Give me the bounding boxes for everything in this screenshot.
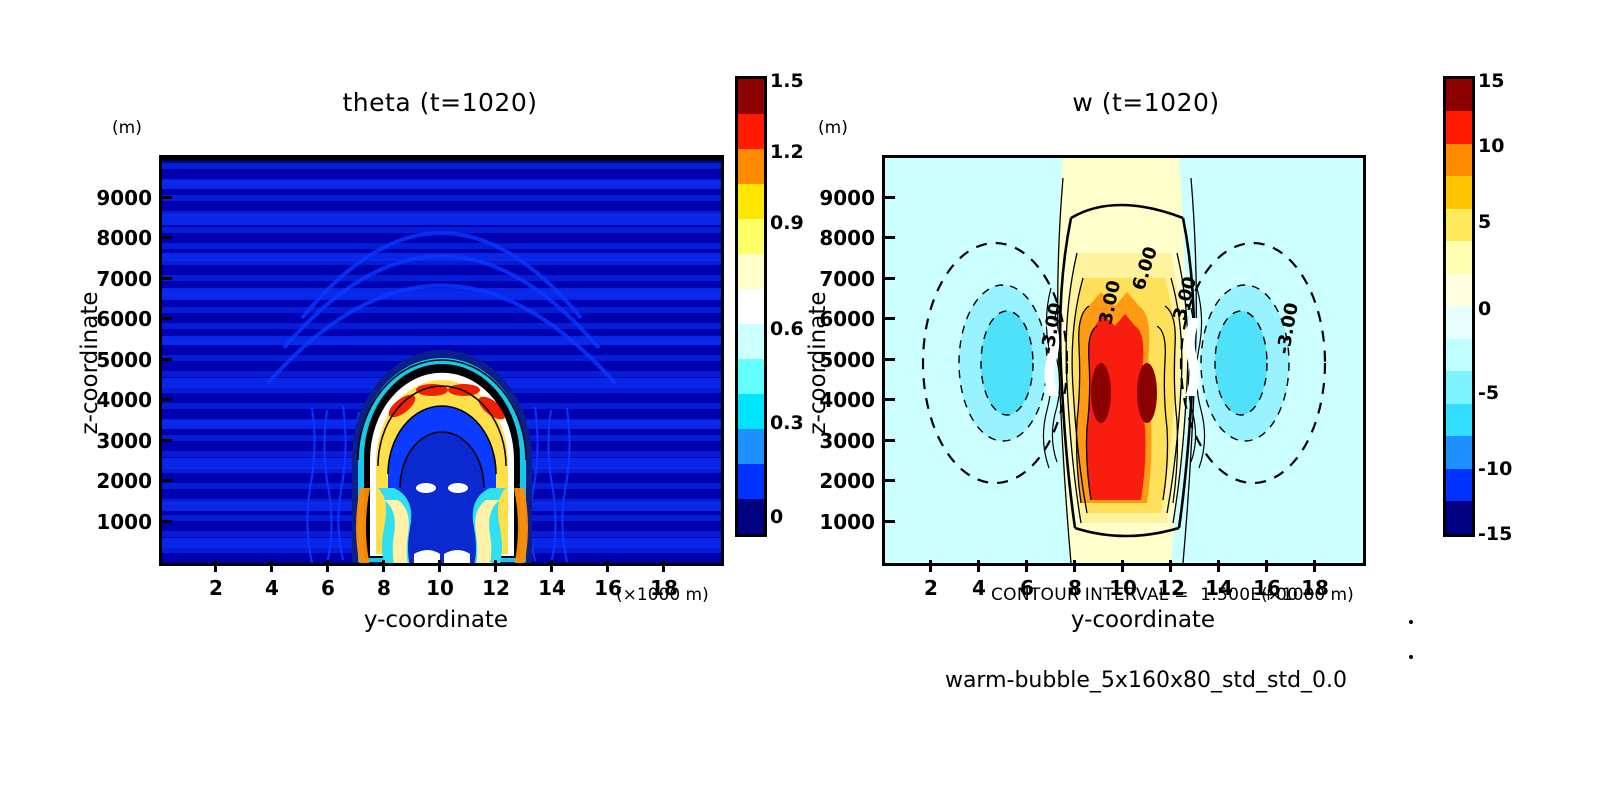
- w-xtick-6: 6: [1020, 576, 1034, 600]
- cb-w-seg-1: [1446, 111, 1472, 144]
- w-plot-area[interactable]: [882, 155, 1366, 566]
- w-contour-interval-note: CONTOUR INTERVAL = 1.500E+00: [991, 585, 1299, 605]
- figure-caption: warm-bubble_5x160x80_std_std_0.0: [944, 668, 1348, 693]
- theta-ytick-8000: 8000: [96, 226, 152, 250]
- cb-w-tick-10: 10: [1478, 135, 1505, 157]
- theta-xtick-14: 14: [538, 576, 566, 600]
- cb-theta-seg-1: [738, 114, 764, 150]
- cb-w-tick-0: 0: [1478, 298, 1492, 320]
- cb-w-seg-2: [1446, 143, 1472, 177]
- theta-ytick-3000: 3000: [96, 429, 152, 453]
- theta-xtick-6: 6: [321, 576, 335, 600]
- cb-theta-tick-0p3: 0.3: [770, 412, 804, 434]
- theta-xtick-12: 12: [482, 576, 510, 600]
- cb-w-seg-8: [1446, 338, 1472, 372]
- w-xtick-10: 10: [1109, 576, 1137, 600]
- theta-panel-title: theta (t=1020): [342, 88, 538, 117]
- cb-w-tick-15: 15: [1478, 70, 1505, 92]
- theta-ytick-9000: 9000: [96, 186, 152, 210]
- w-xaxis-label: y-coordinate: [1070, 607, 1216, 633]
- stray-dot-lower: [1409, 655, 1413, 659]
- cb-theta-seg-4: [738, 219, 764, 255]
- cb-w-seg-12: [1446, 468, 1472, 502]
- w-ytick-3000: 3000: [819, 429, 875, 453]
- cb-w-seg-9: [1446, 371, 1472, 404]
- w-contour-field: [885, 158, 1363, 563]
- theta-top-edge: [162, 158, 721, 161]
- cb-theta-seg-9: [738, 394, 764, 430]
- w-colorbar[interactable]: [1443, 76, 1475, 537]
- cb-theta-seg-10: [738, 429, 764, 465]
- cb-w-seg-6: [1446, 273, 1472, 307]
- cb-w-seg-5: [1446, 241, 1472, 274]
- w-ytick-1000: 1000: [819, 510, 875, 534]
- theta-xtick-2: 2: [209, 576, 223, 600]
- theta-xtick-18: 18: [650, 576, 678, 600]
- theta-xtick-4: 4: [265, 576, 279, 600]
- cb-w-seg-3: [1446, 176, 1472, 209]
- theta-ytick-1000: 1000: [96, 510, 152, 534]
- w-ytick-8000: 8000: [819, 226, 875, 250]
- theta-xtick-16: 16: [594, 576, 622, 600]
- cb-theta-seg-7: [738, 324, 764, 360]
- w-xaxis-unit: (×1000 m): [1261, 585, 1354, 605]
- cb-theta-tick-0p6: 0.6: [770, 318, 804, 340]
- cb-w-tick-neg5: -5: [1478, 382, 1500, 404]
- cb-theta-seg-2: [738, 149, 764, 185]
- w-xtick-14: 14: [1205, 576, 1233, 600]
- cb-theta-seg-8: [738, 359, 764, 395]
- w-yaxis-unit: (m): [818, 118, 848, 138]
- theta-xaxis-unit: (×1000 m): [616, 585, 709, 605]
- cb-w-seg-11: [1446, 436, 1472, 469]
- cb-theta-seg-12: [738, 499, 764, 534]
- cb-theta-tick-0: 0: [770, 506, 784, 528]
- theta-ytick-5000: 5000: [96, 348, 152, 372]
- w-xtick-12: 12: [1157, 576, 1185, 600]
- cb-theta-tick-1p5: 1.5: [770, 70, 804, 92]
- cb-w-tick-5: 5: [1478, 211, 1492, 233]
- w-ytick-9000: 9000: [819, 186, 875, 210]
- cb-w-seg-10: [1446, 403, 1472, 437]
- stray-dot-upper: [1409, 620, 1413, 624]
- theta-xtick-8: 8: [377, 576, 391, 600]
- w-yaxis-label: z-coordinate: [805, 291, 831, 435]
- w-ytick-5000: 5000: [819, 348, 875, 372]
- w-xtick-4: 4: [972, 576, 986, 600]
- w-xtick-18: 18: [1301, 576, 1329, 600]
- theta-ytick-6000: 6000: [96, 307, 152, 331]
- cb-theta-seg-11: [738, 464, 764, 500]
- cb-theta-seg-6: [738, 289, 764, 325]
- w-panel-title: w (t=1020): [1072, 88, 1220, 117]
- w-ytick-7000: 7000: [819, 267, 875, 291]
- theta-plot-area[interactable]: [159, 155, 724, 566]
- theta-yaxis-label: z-coordinate: [77, 291, 103, 435]
- theta-xtick-10: 10: [426, 576, 454, 600]
- theta-yaxis-unit: (m): [112, 118, 142, 138]
- w-ytick-6000: 6000: [819, 307, 875, 331]
- theta-xaxis-label: y-coordinate: [363, 607, 509, 633]
- w-ytick-2000: 2000: [819, 469, 875, 493]
- w-ytick-4000: 4000: [819, 388, 875, 412]
- cb-w-tick-neg15: -15: [1478, 523, 1513, 545]
- cb-theta-seg-3: [738, 184, 764, 220]
- cb-theta-tick-0p9: 0.9: [770, 212, 804, 234]
- theta-ytick-4000: 4000: [96, 388, 152, 412]
- theta-contour-field: [162, 158, 721, 563]
- w-xtick-16: 16: [1253, 576, 1281, 600]
- cb-w-seg-4: [1446, 208, 1472, 242]
- cb-w-seg-0: [1446, 79, 1472, 112]
- w-xtick-8: 8: [1068, 576, 1082, 600]
- theta-ytick-2000: 2000: [96, 469, 152, 493]
- cb-theta-tick-1p2: 1.2: [770, 141, 804, 163]
- w-xtick-2: 2: [924, 576, 938, 600]
- cb-w-seg-13: [1446, 501, 1472, 534]
- cb-theta-seg-0: [738, 79, 764, 115]
- cb-w-seg-7: [1446, 306, 1472, 339]
- cb-w-tick-neg10: -10: [1478, 458, 1513, 480]
- theta-colorbar[interactable]: [735, 76, 767, 537]
- theta-ytick-7000: 7000: [96, 267, 152, 291]
- cb-theta-seg-5: [738, 254, 764, 290]
